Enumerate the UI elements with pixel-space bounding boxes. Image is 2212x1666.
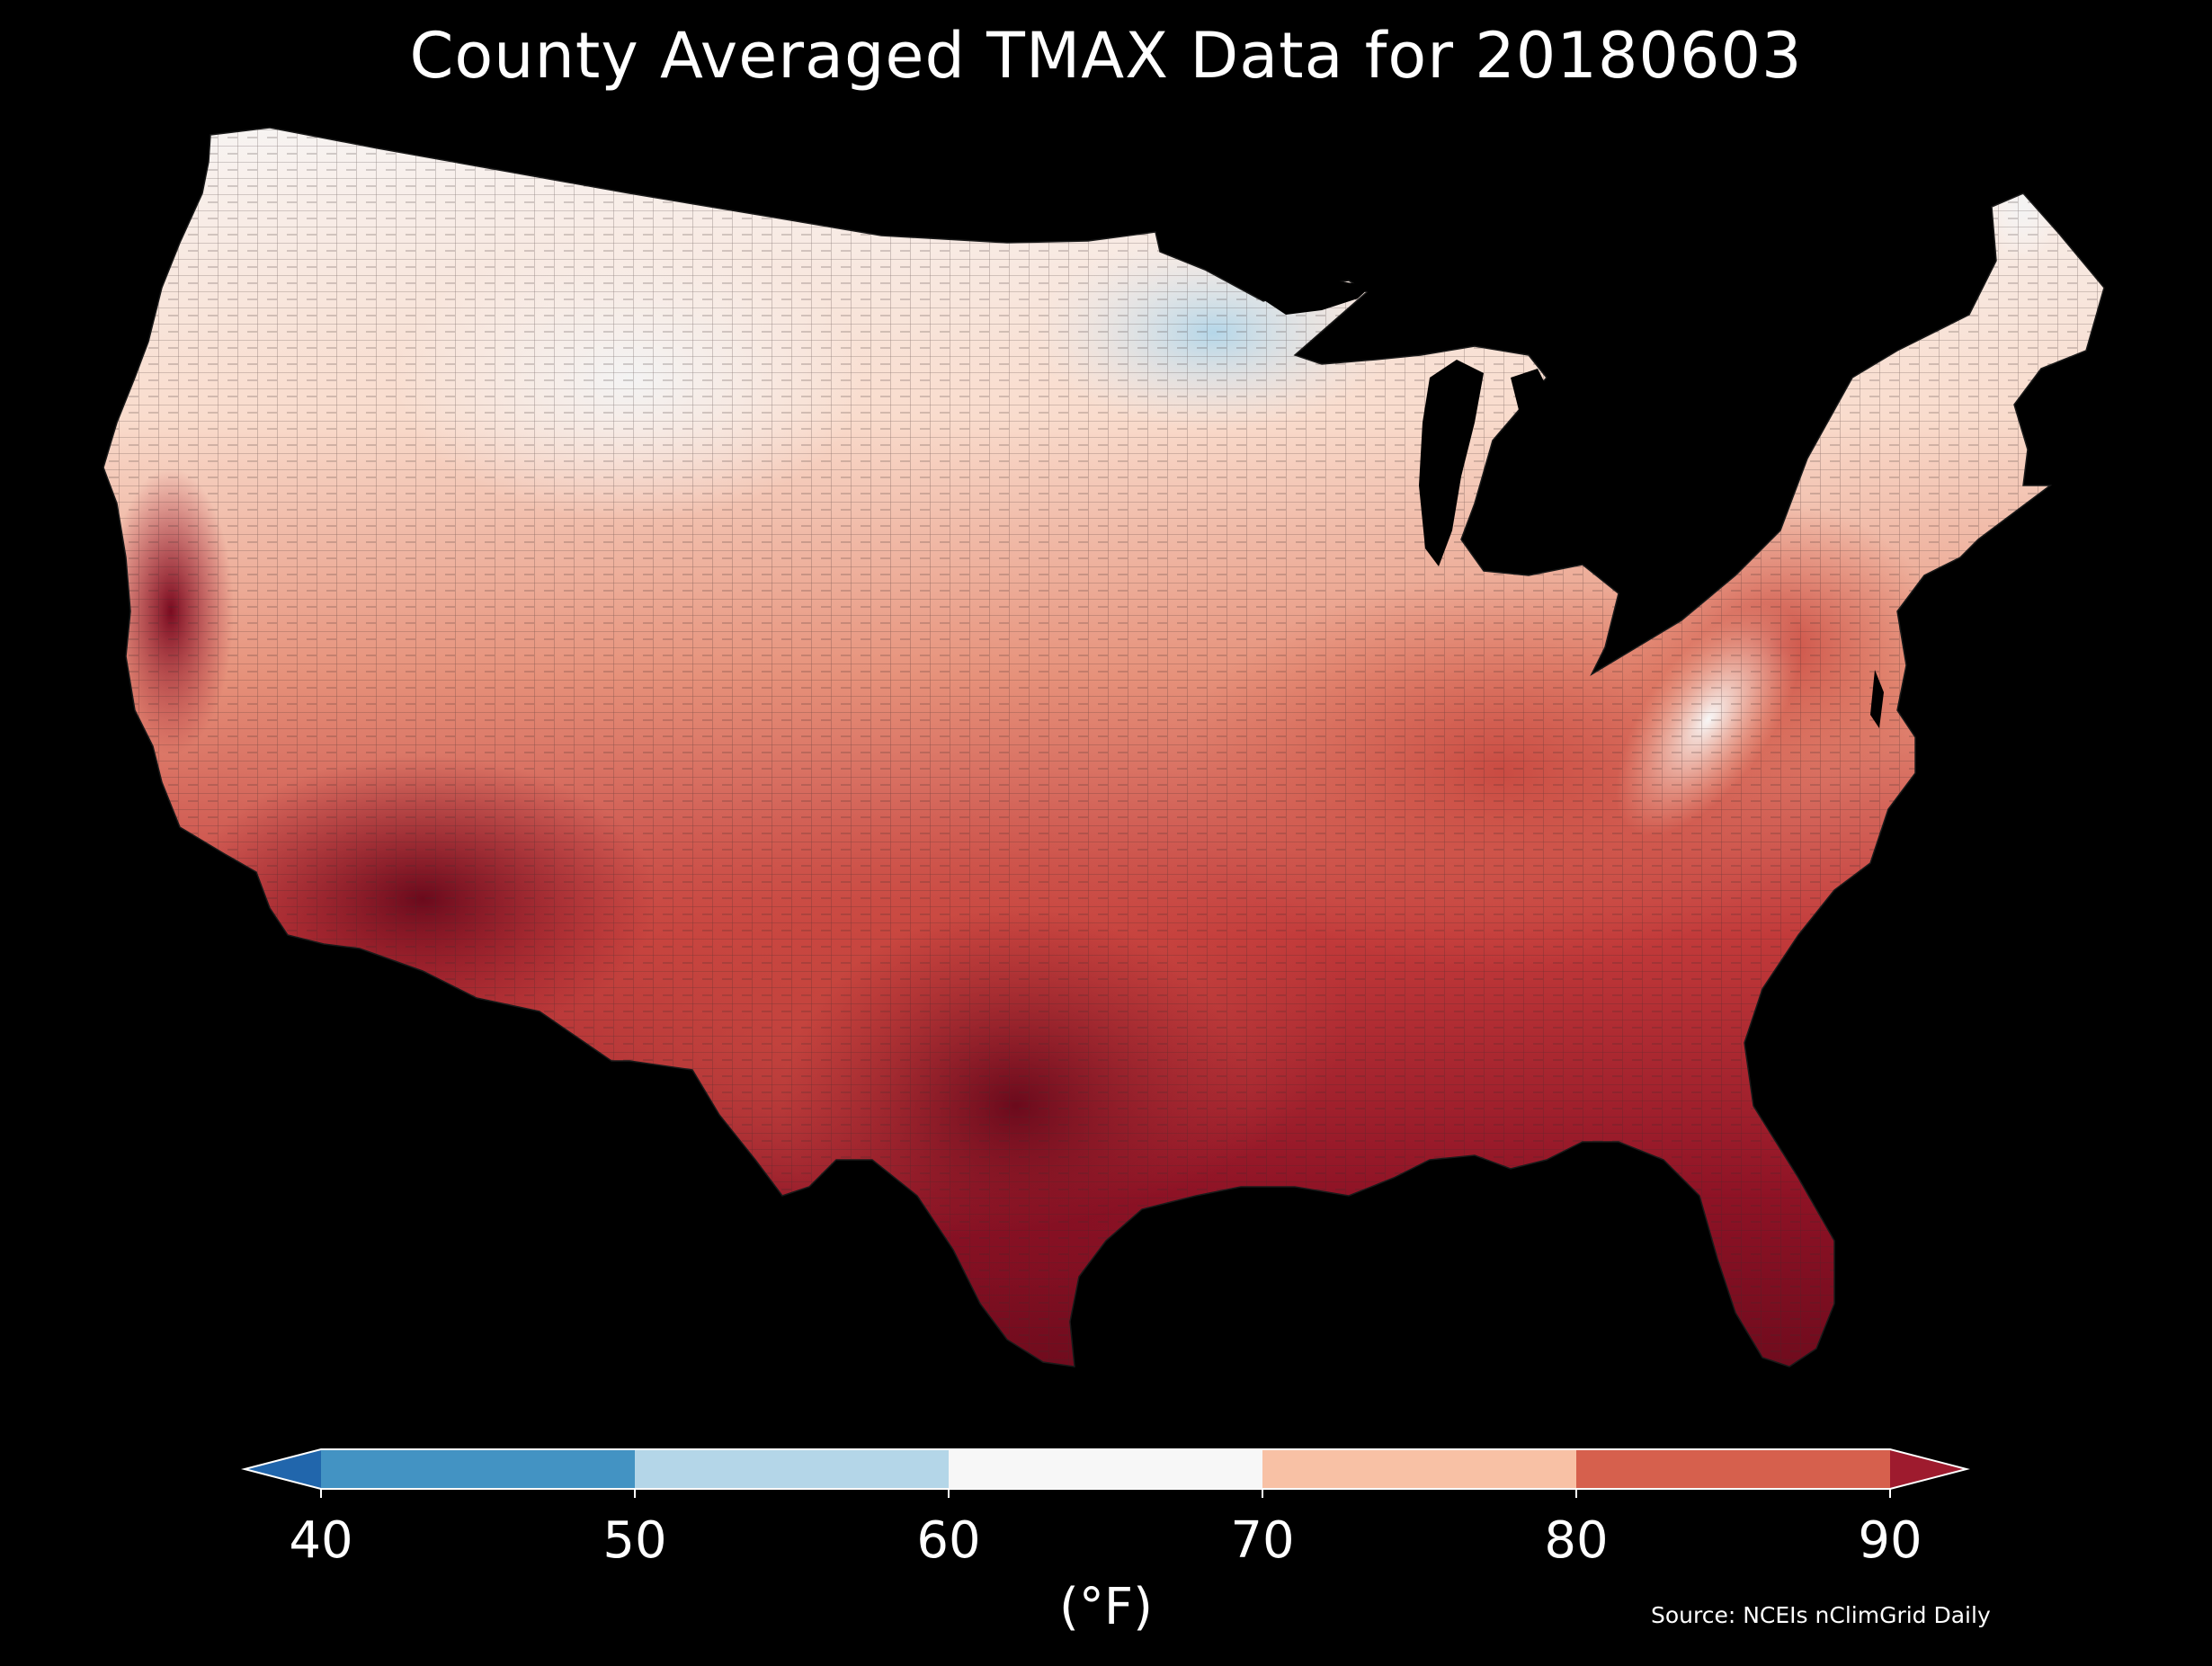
us-county-map	[103, 127, 2105, 1368]
colorbar-extend-low	[245, 1449, 321, 1489]
colorbar-tick-label: 50	[602, 1511, 666, 1570]
colorbar-extend-high	[1890, 1449, 1967, 1489]
colorbar-tick-label: 80	[1544, 1511, 1608, 1570]
colorbar-tick-label: 90	[1858, 1511, 1922, 1570]
colorbar: 40 50 60 70 80 90	[241, 1448, 1970, 1570]
colorbar-bin	[635, 1449, 950, 1489]
map-title: County Averaged TMAX Data for 20180603	[409, 19, 1803, 93]
lake-michigan	[1419, 360, 1484, 566]
colorbar-bin	[949, 1449, 1263, 1489]
lake-erie	[1583, 517, 1708, 575]
colorbar-tick-label: 40	[289, 1511, 352, 1570]
colorbar-tick-label: 60	[916, 1511, 980, 1570]
colorbar-bin	[321, 1449, 636, 1489]
us-outline	[103, 127, 2105, 1368]
colorbar-tick-label: 70	[1230, 1511, 1294, 1570]
colorbar-unit-label: (°F)	[1059, 1578, 1153, 1636]
lake-huron	[1511, 369, 1551, 432]
source-caption: Source: NCEIs nClimGrid Daily	[1651, 1602, 1991, 1628]
colorbar-bin	[1576, 1449, 1891, 1489]
lake-superior	[1259, 279, 1371, 315]
colorbar-bin	[1262, 1449, 1577, 1489]
chesapeake-bay	[1870, 670, 1884, 728]
county-borders	[103, 128, 2104, 1367]
